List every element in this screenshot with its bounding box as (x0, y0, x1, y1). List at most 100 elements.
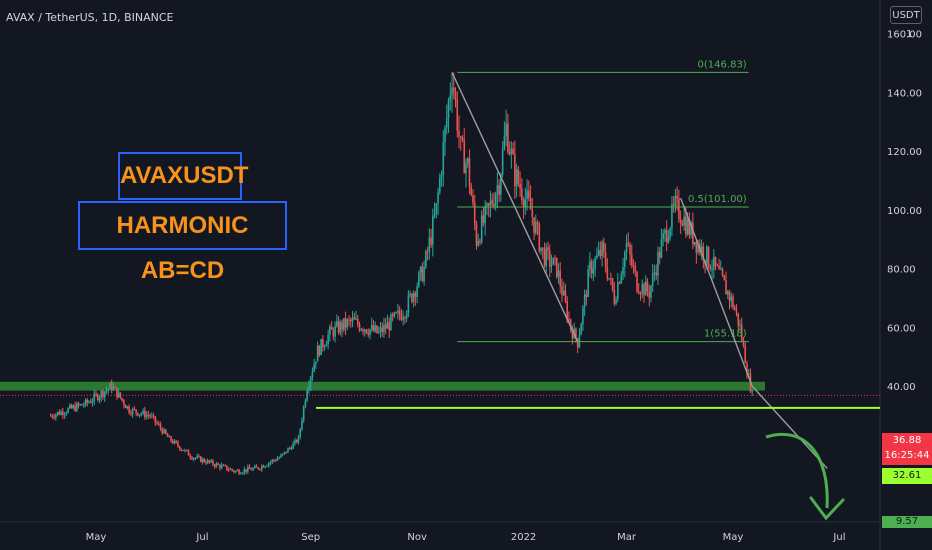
candle-body (330, 326, 333, 330)
candle-body (315, 361, 317, 364)
candle-body (643, 284, 645, 296)
candle-body (447, 100, 450, 119)
candle-body (175, 440, 178, 443)
candle-body (629, 244, 631, 255)
candle-body (714, 256, 717, 266)
candle-body (63, 413, 66, 416)
candle-body (294, 439, 296, 444)
candle-body (348, 319, 350, 321)
candle-body (477, 240, 479, 246)
candle-body (655, 272, 658, 276)
candle-body (685, 216, 687, 235)
candle-body (730, 296, 733, 301)
candle-body (191, 457, 193, 460)
candle-body (369, 329, 371, 335)
candle-body (135, 409, 137, 413)
candle-body (432, 216, 434, 245)
candle-body (194, 457, 197, 459)
candle-body (444, 127, 446, 143)
fib-level-label: 1(55.18) (704, 329, 747, 340)
candle-body (533, 217, 535, 234)
candle-body (475, 223, 478, 246)
candle-body (658, 252, 661, 258)
candle-body (327, 334, 329, 345)
candle-body (723, 275, 726, 281)
candle-body (678, 197, 680, 220)
candle-body (332, 329, 335, 337)
support-zone (0, 381, 765, 391)
candle-body (227, 469, 230, 471)
candle-body (245, 469, 247, 472)
candle-body (582, 307, 584, 325)
candle-body (110, 383, 113, 390)
candle-body (184, 449, 186, 451)
candle-body (411, 293, 413, 302)
candle-body (412, 293, 415, 302)
candle-body (171, 441, 174, 444)
current-price-tag: 36.88 16:25:44 (882, 433, 932, 465)
candle-body (707, 246, 710, 267)
currency-button[interactable]: USDT (890, 6, 922, 24)
candle-body (297, 436, 300, 443)
candle-body (437, 192, 439, 204)
candle-body (512, 148, 514, 155)
candle-body (320, 338, 322, 356)
candle-body (692, 222, 694, 245)
candle-body (421, 266, 424, 282)
candle-body (346, 319, 349, 328)
candle-body (93, 393, 96, 402)
bottom-price-tag: 9.57 (882, 516, 932, 528)
candle-body (487, 203, 490, 206)
candle-body (311, 371, 314, 378)
candle-body (210, 460, 212, 463)
candle-body (454, 91, 457, 100)
candle-body (316, 345, 319, 362)
candle-body (220, 465, 223, 469)
candle-body (463, 140, 466, 174)
candle-body (98, 397, 101, 401)
fib-level-label: 0(146.83) (698, 59, 747, 70)
candle-body (493, 204, 495, 207)
candle-body (435, 203, 438, 214)
candle-body (390, 314, 392, 331)
candle-body (391, 314, 394, 317)
candle-body (494, 194, 497, 207)
candle-body (618, 282, 621, 284)
candle-body (686, 219, 689, 235)
candle-body (552, 257, 555, 265)
x-tick-label: Jul (195, 532, 208, 543)
candle-body (149, 415, 151, 417)
candle-body (716, 265, 719, 267)
candle-body (112, 386, 115, 390)
candle-body (161, 428, 164, 434)
candle-body (233, 470, 235, 472)
x-tick-label: Nov (407, 532, 427, 543)
candle-body (617, 282, 619, 300)
candle-body (507, 123, 509, 153)
candle-body (189, 455, 192, 458)
candle-body (72, 405, 75, 409)
candle-body (606, 267, 609, 279)
candle-body (470, 186, 473, 196)
candle-body (198, 456, 200, 458)
candle-body (187, 450, 190, 456)
candle-body (96, 394, 99, 401)
candle-body (433, 213, 436, 217)
candle-body (571, 329, 574, 339)
candle-body (259, 469, 261, 471)
candle-body (564, 290, 567, 302)
candle-body (254, 466, 256, 469)
candle-body (121, 397, 123, 401)
candle-body (590, 261, 593, 274)
candle-body (559, 270, 562, 287)
candle-body (56, 411, 59, 415)
abcd-pattern-line (751, 385, 828, 469)
candle-body (555, 257, 558, 277)
candle-body (208, 460, 211, 463)
candle-body (215, 463, 218, 467)
candle-body (458, 130, 460, 137)
candle-body (442, 142, 445, 175)
candle-body (489, 200, 492, 206)
candle-body (550, 264, 553, 267)
